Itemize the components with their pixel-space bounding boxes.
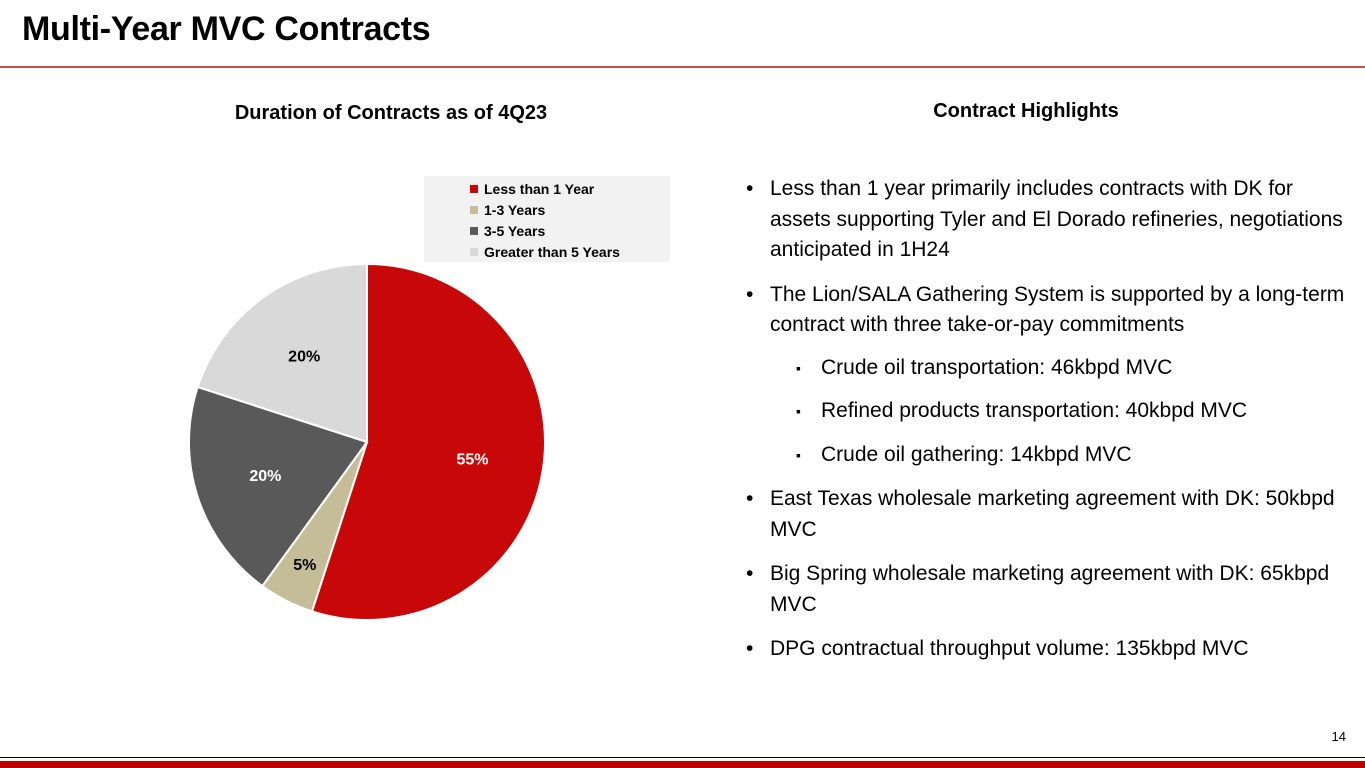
legend-label: 3-5 Years — [484, 223, 546, 239]
bullet-text: Less than 1 year primarily includes cont… — [770, 177, 1343, 261]
legend-item-greater-than-5-years: Greater than 5 Years — [470, 243, 620, 261]
bullet-text: The Lion/SALA Gathering System is suppor… — [770, 282, 1345, 337]
bullet-dot: • — [746, 562, 754, 585]
pie-data-label: 5% — [293, 557, 316, 574]
bullet-text: DPG contractual throughput volume: 135kb… — [770, 637, 1249, 660]
bullet-square: ▪ — [796, 359, 801, 376]
bullet-dot: • — [746, 282, 754, 306]
legend-item-less-than-1-year: Less than 1 Year — [470, 180, 594, 198]
sub-list-item: ▪ Crude oil transportation: 46kbpd MVC — [746, 353, 1346, 384]
bullet-text: Crude oil transportation: 46kbpd MVC — [821, 355, 1173, 379]
bullet-text: Big Spring wholesale marketing agreement… — [770, 562, 1330, 616]
pie-data-label: 20% — [288, 349, 320, 366]
legend-item-3-5-years: 3-5 Years — [470, 222, 545, 240]
bullet-dot: • — [746, 177, 754, 200]
highlights-list: • Less than 1 year primarily includes co… — [746, 174, 1346, 665]
legend-label: 1-3 Years — [484, 202, 546, 218]
legend-label: Less than 1 Year — [484, 181, 595, 197]
list-item: • Big Spring wholesale marketing agreeme… — [746, 559, 1346, 620]
chart-title: Duration of Contracts as of 4Q23 — [234, 102, 548, 124]
legend-label: Greater than 5 Years — [484, 244, 620, 260]
sub-list-item: ▪ Crude oil gathering: 14kbpd MVC — [746, 440, 1346, 471]
pie-slice-less-than-1-year — [310, 262, 546, 621]
footer-divider — [0, 757, 1365, 758]
pie-data-label: 20% — [249, 468, 281, 485]
bullet-square: ▪ — [796, 446, 801, 463]
bullet-dot: • — [746, 637, 754, 660]
pie-slice-3-5-years — [188, 385, 369, 588]
page-title: Multi-Year MVC Contracts — [22, 10, 431, 48]
highlights-title: Contract Highlights — [933, 100, 1119, 122]
legend-swatch — [470, 206, 478, 214]
list-item: • DPG contractual throughput volume: 135… — [746, 634, 1346, 665]
list-item: • Less than 1 year primarily includes co… — [746, 174, 1346, 266]
legend-swatch — [470, 185, 478, 193]
bullet-text: Crude oil gathering: 14kbpd MVC — [821, 442, 1132, 466]
bullet-text: East Texas wholesale marketing agreement… — [770, 487, 1335, 541]
page-number: 14 — [1331, 729, 1346, 744]
chart-legend: Less than 1 Year 1-3 Years 3-5 Years Gre… — [424, 176, 670, 262]
pie-data-label: 55% — [456, 452, 488, 469]
legend-item-1-3-years: 1-3 Years — [470, 201, 545, 219]
sub-list-item: ▪ Refined products transportation: 40kbp… — [746, 396, 1346, 427]
list-item: • The Lion/SALA Gathering System is supp… — [746, 280, 1346, 341]
footer-bar — [0, 761, 1365, 768]
legend-swatch — [470, 248, 478, 256]
pie-slice-greater-than-5-years — [196, 262, 368, 444]
title-divider — [0, 66, 1365, 68]
list-item: • East Texas wholesale marketing agreeme… — [746, 484, 1346, 545]
bullet-dot: • — [746, 487, 754, 510]
bullet-square: ▪ — [796, 403, 801, 419]
legend-swatch — [470, 227, 478, 235]
pie-chart: 55% 5% 20% 20% — [188, 262, 546, 621]
bullet-text: Refined products transportation: 40kbpd … — [821, 399, 1248, 422]
